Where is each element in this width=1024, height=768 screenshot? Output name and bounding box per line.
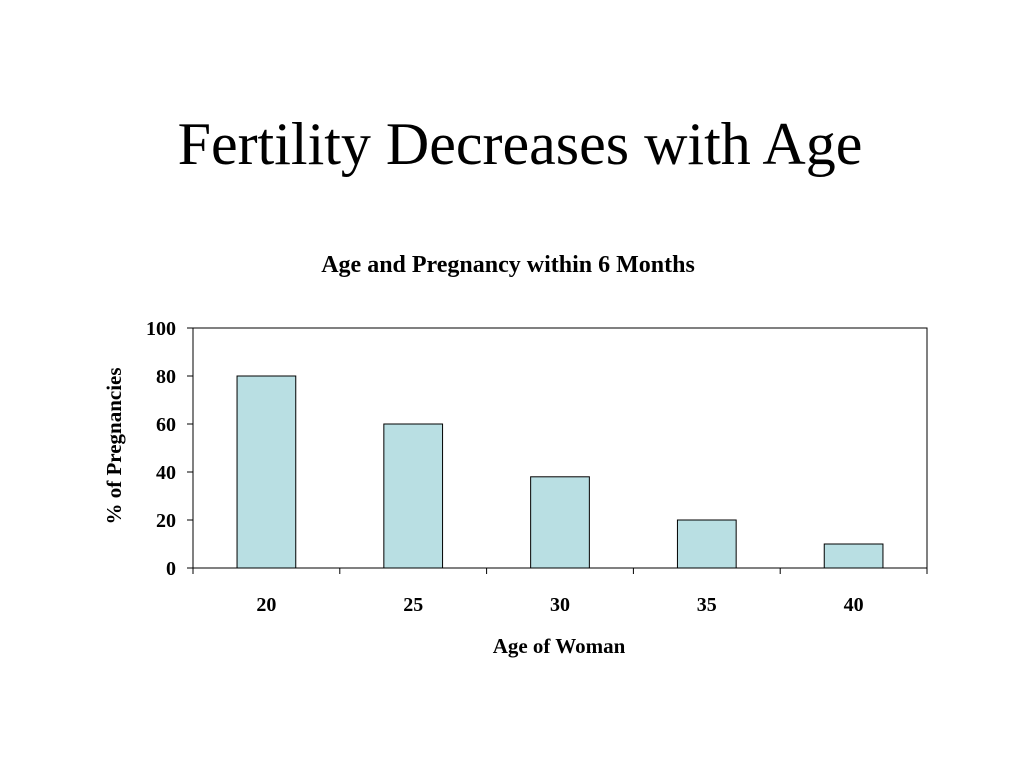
bar-age-35 <box>676 519 737 569</box>
x-tick-label: 20 <box>256 594 276 616</box>
x-tick-label: 30 <box>550 594 570 616</box>
y-tick-label: 20 <box>156 510 176 532</box>
y-axis: 0 20 40 60 80 100 <box>146 318 193 580</box>
chart-title: Age and Pregnancy within 6 Months <box>321 252 695 278</box>
y-tick-label: 100 <box>146 318 176 340</box>
x-tick-label: 40 <box>844 594 864 616</box>
bar-age-25 <box>383 423 444 569</box>
y-tick-label: 40 <box>156 462 176 484</box>
y-tick-label: 60 <box>156 414 176 436</box>
bars <box>236 375 884 569</box>
x-axis: 20 25 30 35 40 <box>192 568 928 616</box>
bar-age-40 <box>823 543 884 569</box>
slide-title: Fertility Decreases with Age <box>177 111 863 177</box>
bar-age-30 <box>530 476 590 569</box>
x-tick-label: 35 <box>697 594 717 616</box>
bar-age-20 <box>236 375 297 569</box>
x-tick-label: 25 <box>403 594 423 616</box>
y-tick-label: 80 <box>156 366 176 388</box>
x-axis-label: Age of Woman <box>493 634 626 658</box>
y-tick-label: 0 <box>166 558 176 580</box>
y-axis-label: % of Pregnancies <box>102 367 126 524</box>
